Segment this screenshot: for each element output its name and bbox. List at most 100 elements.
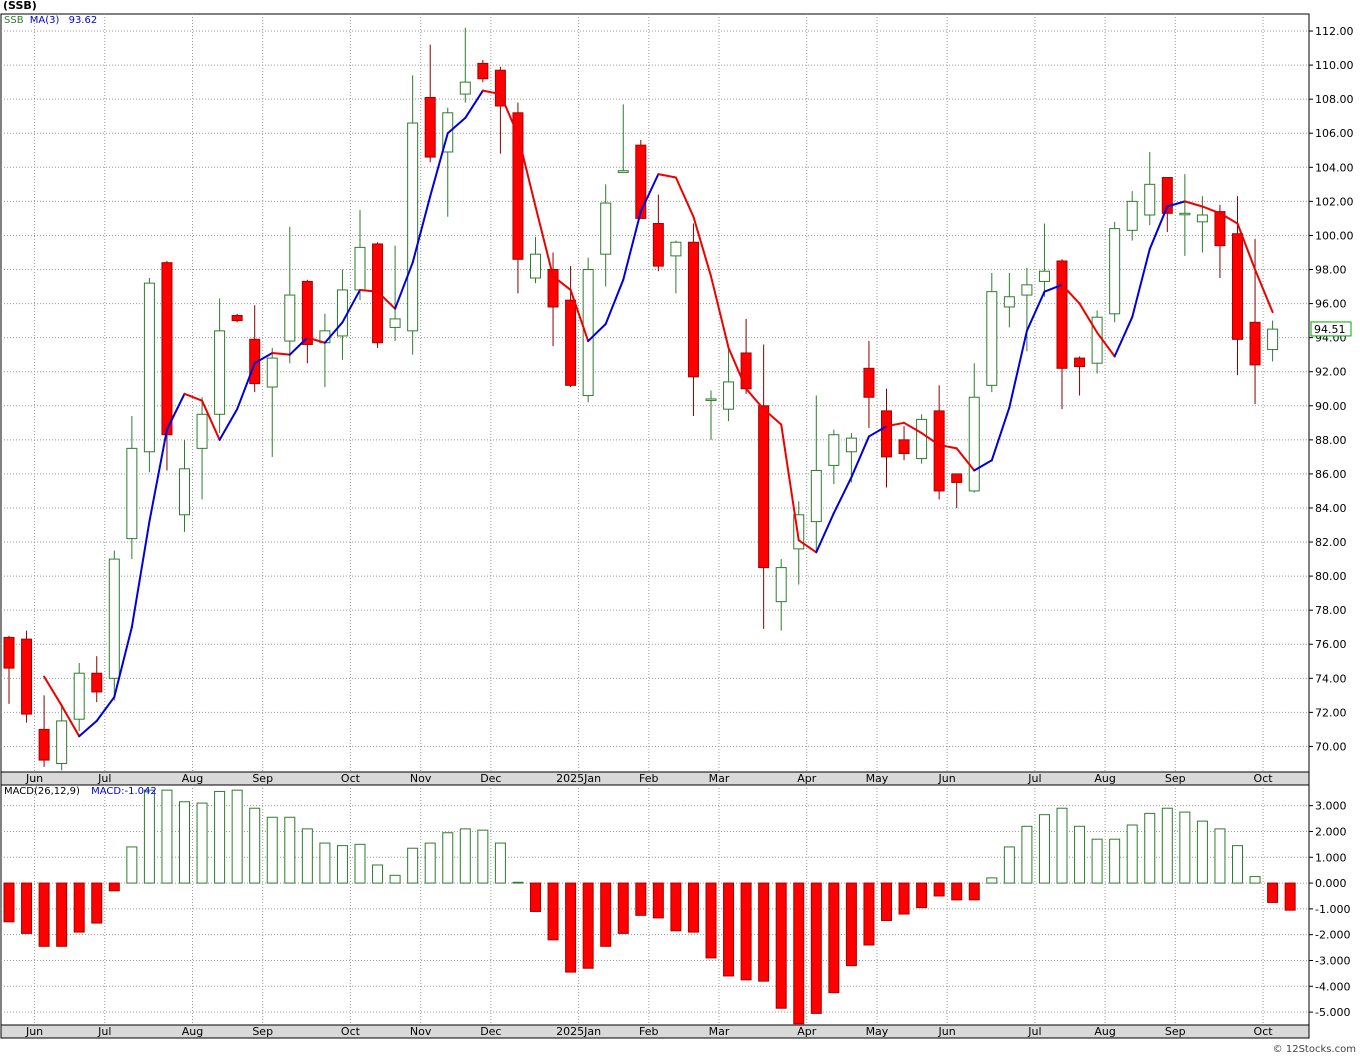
price-y-tick-label: 96.00 [1315,298,1347,311]
candle-body [705,398,717,401]
ma-segment [1148,205,1169,251]
price-x-tick-label: May [866,772,889,785]
candle-body [617,170,629,173]
candle-body [723,381,735,410]
candle-body [1214,211,1226,247]
macd-bar [758,882,770,982]
candle [91,656,103,703]
price-y-tick-label: 92.00 [1315,366,1347,379]
macd-bar [1038,814,1050,884]
macd-bar [986,877,998,884]
ma-segment [1113,316,1134,358]
candle [547,252,559,347]
macd-bar [494,842,506,884]
candle-body [301,280,313,345]
macd-bar [1144,812,1156,884]
macd-bar [407,847,419,884]
candle-body [249,338,261,385]
ma-segment [1254,268,1274,314]
candle-body [512,112,524,260]
macd-bar [3,882,15,923]
candle-body [775,567,787,603]
macd-bar [547,882,559,941]
candle-body [161,262,173,436]
macd-x-tick-label: 2025Jan [556,1025,601,1038]
macd-bar [1249,876,1261,884]
macd-y-tick-label: 1.000 [1315,851,1347,864]
ma-segment [1131,248,1151,319]
candle [1003,272,1015,328]
macd-bar [477,829,489,884]
macd-x-tick-label: Mar [709,1025,730,1038]
macd-bar [898,882,910,915]
candle-body [3,636,15,669]
candle-body [863,367,875,398]
macd-bar [916,882,928,909]
candle [881,388,892,488]
macd-bar [126,846,138,884]
candle-body [494,69,506,107]
macd-bar [1056,807,1068,884]
macd-bar [1196,820,1208,884]
candle [179,439,190,532]
candle [407,75,419,355]
price-candles [3,27,1279,771]
candle-body [354,246,366,291]
ma-segment [622,210,642,281]
macd-y-tick-label: -1.000 [1315,903,1350,916]
legend-macd-label: MACD(26,12,9) [4,786,80,797]
candle [196,397,208,500]
candle [1074,356,1086,396]
legend-ma-label: MA(3) [29,15,60,26]
macd-bar [266,816,278,884]
candle [652,194,664,272]
candle [424,44,436,163]
ma-segment [604,278,625,326]
legend-macd-value: MACD:-1.042 [91,786,157,797]
candle [617,104,629,173]
candle-body [1109,228,1121,315]
macd-bar [951,882,963,901]
candle [126,415,138,560]
candle-body [336,289,348,337]
macd-bar [1091,838,1103,884]
price-y-tick-label: 76.00 [1315,638,1347,651]
candle-body [810,470,822,523]
candle [214,298,226,434]
macd-x-tick-label: May [866,1025,889,1038]
price-x-tick-label: Apr [797,772,817,785]
ma-segment [692,215,712,278]
macd-bar [863,882,875,946]
macd-bar [179,801,190,884]
candle-body [1126,200,1138,231]
ma-segment [446,116,467,135]
macd-x-tick-label: Sep [1165,1025,1186,1038]
candle-body [828,434,840,466]
candle [828,429,840,485]
ma-segment [165,392,186,431]
price-x-tick-label: Sep [252,772,273,785]
macd-bar [933,882,945,897]
ma-segment [832,476,853,515]
macd-bar [775,882,787,1009]
ma-segment [499,93,519,136]
macd-bar [196,802,208,884]
candle-body [793,514,805,550]
macd-bar [424,842,436,884]
candle [810,395,822,551]
ma-segment [60,704,81,738]
macd-bar [301,828,313,884]
candle [1021,267,1033,352]
macd-bar [73,882,85,933]
ma-segment [183,392,204,402]
macd-bar [565,882,577,973]
macd-bar [21,882,33,934]
candle-body [56,720,68,764]
candle-body [547,269,559,308]
macd-y-tick-label: 2.000 [1315,825,1347,838]
candle-body [600,202,612,255]
ma-segment [534,205,555,278]
candle-body [758,405,770,569]
macd-bar [793,882,805,1025]
price-x-axis: Jun Jul Aug Sep Oct Nov Dec 2025Jan Feb Mar Apr May… [25,772,1273,785]
